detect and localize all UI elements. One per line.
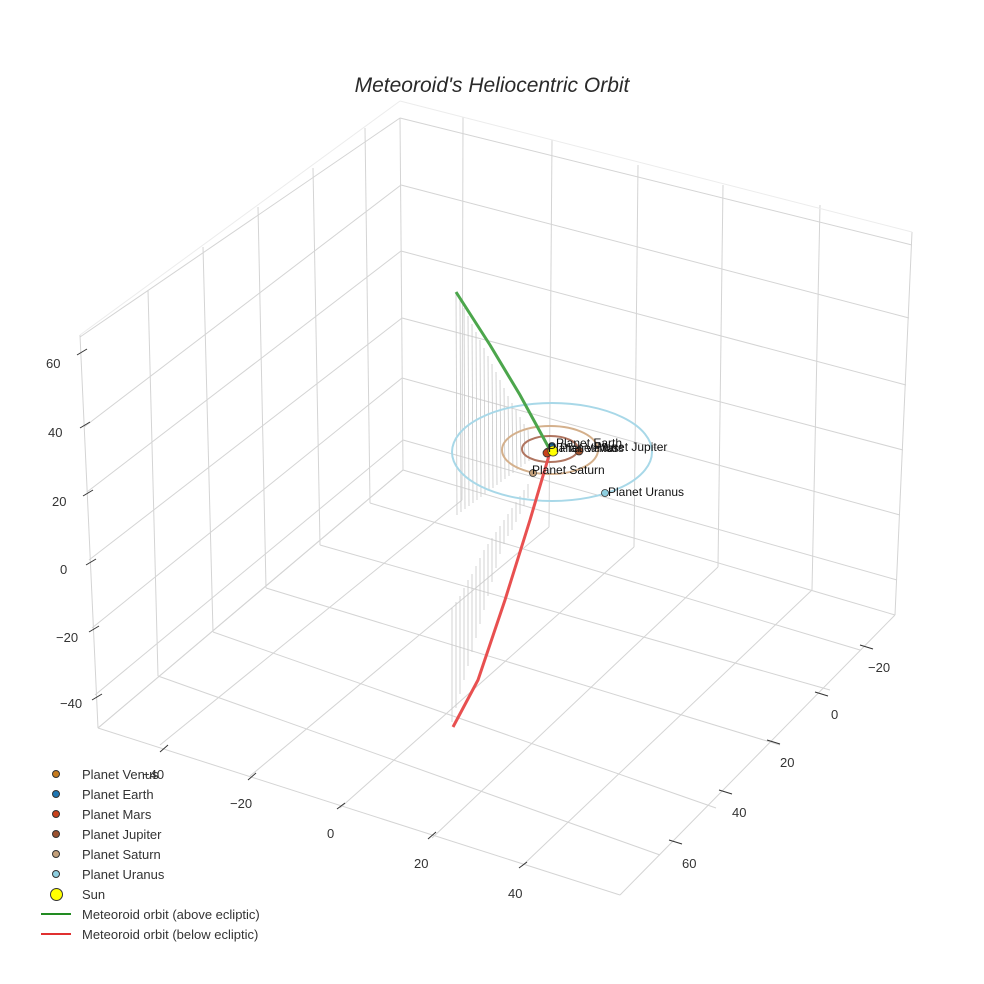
svg-text:−40: −40 bbox=[60, 696, 82, 711]
z-tick-labels: 60 40 20 0 −20 −40 bbox=[46, 356, 82, 711]
legend-label: Meteoroid orbit (above ecliptic) bbox=[82, 906, 260, 922]
axis-ticks bbox=[76, 348, 874, 869]
green-line-icon bbox=[41, 913, 71, 915]
legend-item-sun[interactable]: Sun bbox=[36, 884, 260, 904]
legend-label: Planet Jupiter bbox=[82, 826, 162, 842]
svg-text:Planet Venus: Planet Venus bbox=[548, 441, 619, 455]
svg-text:60: 60 bbox=[682, 856, 696, 871]
sun-dot-icon bbox=[49, 887, 63, 901]
red-line-icon bbox=[41, 933, 71, 935]
legend-label: Planet Saturn bbox=[82, 846, 161, 862]
legend-label: Planet Venus bbox=[82, 766, 159, 782]
svg-text:20: 20 bbox=[414, 856, 428, 871]
outer-frame bbox=[79, 100, 913, 336]
legend-label: Meteoroid orbit (below ecliptic) bbox=[82, 926, 259, 942]
drop-lines-below bbox=[451, 484, 529, 722]
legend-item-earth[interactable]: Planet Earth bbox=[36, 784, 260, 804]
planet-orbits bbox=[451, 402, 653, 502]
svg-text:−20: −20 bbox=[56, 630, 78, 645]
mars-dot-icon bbox=[52, 810, 60, 818]
y-tick-labels: −20 0 20 40 60 bbox=[682, 660, 890, 871]
svg-text:−20: −20 bbox=[868, 660, 890, 675]
svg-text:60: 60 bbox=[46, 356, 60, 371]
saturn-dot-icon bbox=[52, 850, 60, 858]
legend-item-jupiter[interactable]: Planet Jupiter bbox=[36, 824, 260, 844]
drop-lines-above bbox=[455, 292, 530, 516]
svg-text:−20: −20 bbox=[230, 796, 252, 811]
venus-dot-icon bbox=[52, 770, 60, 778]
svg-text:0: 0 bbox=[831, 707, 838, 722]
chart-title: Meteoroid's Heliocentric Orbit bbox=[354, 74, 630, 97]
grid-lines bbox=[79, 116, 913, 896]
legend: Planet Venus Planet Earth Planet Mars Pl… bbox=[36, 764, 260, 944]
orbit-saturn bbox=[501, 425, 599, 475]
planet-markers[interactable] bbox=[529, 442, 609, 497]
legend-label: Planet Uranus bbox=[82, 866, 165, 882]
svg-text:40: 40 bbox=[508, 886, 522, 901]
legend-label: Sun bbox=[82, 886, 106, 902]
planet-saturn-marker bbox=[529, 469, 537, 477]
svg-text:20: 20 bbox=[52, 494, 66, 509]
svg-text:−40: −40 bbox=[142, 767, 164, 782]
earth-dot-icon bbox=[52, 790, 60, 798]
orbit-uranus bbox=[451, 402, 653, 502]
x-tick-labels: −40 −20 0 20 40 bbox=[142, 767, 522, 901]
legend-item-mars[interactable]: Planet Mars bbox=[36, 804, 260, 824]
svg-text:Planet Jupiter: Planet Jupiter bbox=[594, 440, 667, 454]
legend-item-venus[interactable]: Planet Venus bbox=[36, 764, 260, 784]
svg-text:0: 0 bbox=[60, 562, 67, 577]
jupiter-dot-icon bbox=[52, 830, 60, 838]
svg-text:20: 20 bbox=[780, 755, 794, 770]
legend-label: Planet Earth bbox=[82, 786, 154, 802]
svg-text:40: 40 bbox=[732, 805, 746, 820]
planet-uranus-marker bbox=[601, 489, 609, 497]
svg-text:40: 40 bbox=[48, 425, 62, 440]
meteoroid-orbit-below[interactable] bbox=[451, 451, 552, 728]
legend-item-uranus[interactable]: Planet Uranus bbox=[36, 864, 260, 884]
legend-label: Planet Mars bbox=[82, 806, 152, 822]
svg-text:Planet Earth: Planet Earth bbox=[556, 436, 622, 450]
svg-text:Planet Mars: Planet Mars bbox=[560, 441, 624, 455]
svg-text:Planet Saturn: Planet Saturn bbox=[532, 463, 605, 477]
svg-text:0: 0 bbox=[327, 826, 334, 841]
meteoroid-orbit-above[interactable] bbox=[454, 291, 552, 451]
uranus-dot-icon bbox=[52, 870, 60, 878]
legend-item-saturn[interactable]: Planet Saturn bbox=[36, 844, 260, 864]
planet-labels: Planet Earth Planet Jupiter Planet Venus… bbox=[532, 436, 684, 499]
sun-marker bbox=[547, 445, 559, 457]
legend-item-orbit-above[interactable]: Meteoroid orbit (above ecliptic) bbox=[36, 904, 260, 924]
planet-jupiter-marker bbox=[574, 446, 584, 456]
svg-text:Planet Uranus: Planet Uranus bbox=[608, 485, 684, 499]
legend-item-orbit-below[interactable]: Meteoroid orbit (below ecliptic) bbox=[36, 924, 260, 944]
